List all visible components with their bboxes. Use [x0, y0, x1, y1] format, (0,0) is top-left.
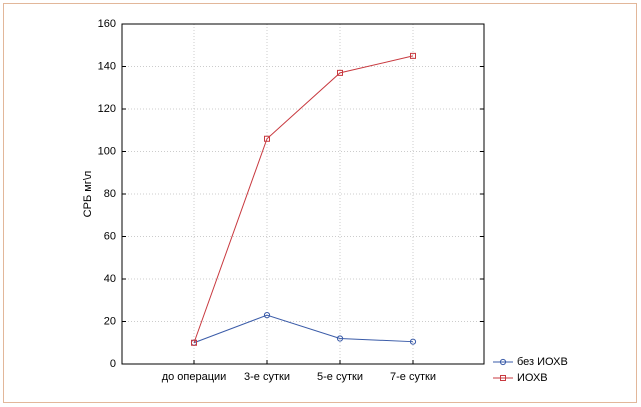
y-tick-label: 80 — [104, 188, 116, 200]
x-tick-label: 7-е сутки — [390, 371, 436, 383]
plot-area — [121, 23, 485, 365]
y-tick-label: 160 — [98, 18, 116, 30]
y-tick-label: 60 — [104, 230, 116, 242]
legend-label: без ИОХВ — [517, 356, 568, 368]
y-tick-label: 140 — [98, 60, 116, 72]
marker — [264, 135, 270, 142]
line — [193, 314, 414, 344]
y-tick-label: 20 — [104, 315, 116, 327]
legend-label: ИОХВ — [517, 372, 548, 384]
x-tick-label: 5-е сутки — [317, 371, 363, 383]
marker — [499, 358, 507, 366]
marker — [410, 52, 416, 59]
marker — [263, 312, 271, 319]
marker — [409, 338, 417, 345]
y-tick-label: 40 — [104, 273, 116, 285]
x-tick-label: до операции — [162, 371, 227, 383]
line — [193, 55, 414, 343]
frame — [3, 3, 637, 403]
marker — [336, 335, 344, 342]
y-tick-label: 0 — [110, 358, 116, 370]
marker — [191, 339, 197, 346]
marker — [337, 69, 343, 76]
marker — [500, 375, 506, 381]
y-axis-label: СРБ мг\л — [82, 171, 94, 218]
y-tick-label: 100 — [98, 145, 116, 157]
x-tick-label: 3-е сутки — [244, 371, 290, 383]
y-tick-label: 120 — [98, 103, 116, 115]
